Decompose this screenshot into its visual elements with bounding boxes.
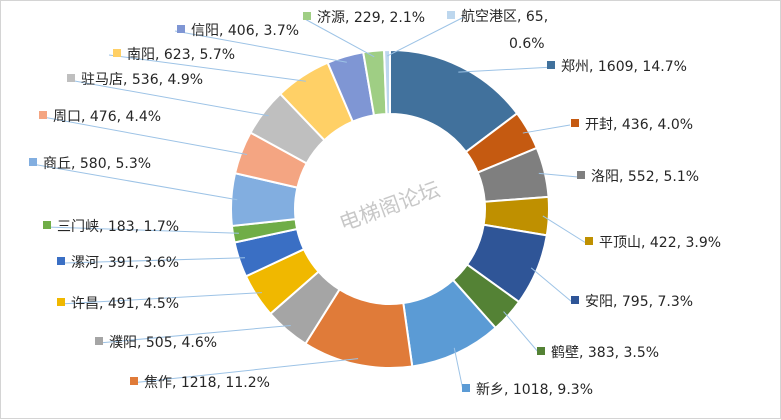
leader-line-开封 xyxy=(522,124,571,134)
leader-lines-group xyxy=(31,16,587,391)
data-label-航空港区: 航空港区, 65, xyxy=(461,9,548,25)
label-marker-南阳 xyxy=(113,49,121,57)
leader-line-南阳 xyxy=(108,54,306,82)
leader-line-航空港区 xyxy=(386,16,465,57)
data-label-平顶山: 平顶山, 422, 3.9% xyxy=(599,235,721,251)
leader-line-周口 xyxy=(42,116,248,156)
data-label-许昌: 许昌, 491, 4.5% xyxy=(71,296,179,312)
label-marker-济源 xyxy=(303,12,311,20)
label-marker-洛阳 xyxy=(577,171,585,179)
label-marker-焦作 xyxy=(130,377,138,385)
label-marker-鹤壁 xyxy=(537,347,545,355)
leader-line-许昌 xyxy=(59,292,262,305)
leader-line-驻马店 xyxy=(68,79,269,117)
label-marker-开封 xyxy=(571,119,579,127)
label-marker-航空港区 xyxy=(447,11,455,19)
data-label-济源: 济源, 229, 2.1% xyxy=(317,10,425,26)
label-marker-商丘 xyxy=(29,158,37,166)
data-label-洛阳: 洛阳, 552, 5.1% xyxy=(591,169,699,185)
data-label-周口: 周口, 476, 4.4% xyxy=(53,109,161,125)
data-label-新乡: 新乡, 1018, 9.3% xyxy=(476,382,593,398)
data-label-航空港区-percent: 0.6% xyxy=(509,36,545,52)
label-marker-平顶山 xyxy=(585,237,593,245)
label-marker-信阳 xyxy=(177,25,185,33)
data-label-三门峡: 三门峡, 183, 1.7% xyxy=(57,219,179,235)
slices-group xyxy=(230,48,550,369)
leader-line-焦作 xyxy=(130,358,359,384)
leader-line-济源 xyxy=(302,17,375,58)
leader-line-新乡 xyxy=(453,347,464,391)
data-label-濮阳: 濮阳, 505, 4.6% xyxy=(109,335,217,351)
label-marker-濮阳 xyxy=(95,337,103,345)
data-label-南阳: 南阳, 623, 5.7% xyxy=(127,47,235,63)
label-marker-郑州 xyxy=(547,61,555,69)
leader-line-三门峡 xyxy=(45,226,239,234)
label-marker-驻马店 xyxy=(67,74,75,82)
leader-line-平顶山 xyxy=(542,215,587,244)
label-marker-漯河 xyxy=(57,257,65,265)
label-marker-新乡 xyxy=(462,384,470,392)
watermark-text: 电梯阁论坛 xyxy=(336,177,443,235)
data-label-信阳: 信阳, 406, 3.7% xyxy=(191,23,299,39)
data-label-焦作: 焦作, 1218, 11.2% xyxy=(144,375,270,391)
data-label-驻马店: 驻马店, 536, 4.9% xyxy=(81,72,203,88)
leader-line-信阳 xyxy=(174,30,347,63)
leader-line-濮阳 xyxy=(98,324,291,344)
leader-line-安阳 xyxy=(530,267,573,303)
data-label-安阳: 安阳, 795, 7.3% xyxy=(585,294,693,310)
leader-line-商丘 xyxy=(31,163,238,201)
data-label-鹤壁: 鹤壁, 383, 3.5% xyxy=(551,345,659,361)
leader-line-漯河 xyxy=(63,257,246,264)
leader-line-洛阳 xyxy=(538,172,579,178)
label-marker-周口 xyxy=(39,111,47,119)
leader-line-鹤壁 xyxy=(503,311,540,354)
label-marker-许昌 xyxy=(57,298,65,306)
label-marker-安阳 xyxy=(571,296,579,304)
data-labels-group: 郑州, 1609, 14.7% 开封, 436, 4.0% 洛阳, 552, 5.1… xyxy=(29,9,721,398)
slice-航空港区 xyxy=(383,48,391,116)
data-label-漯河: 漯河, 391, 3.6% xyxy=(71,255,179,271)
data-label-开封: 开封, 436, 4.0% xyxy=(585,117,693,133)
leader-line-郑州 xyxy=(458,66,555,73)
data-label-商丘: 商丘, 580, 5.3% xyxy=(43,156,151,172)
data-label-郑州: 郑州, 1609, 14.7% xyxy=(561,59,687,75)
label-marker-三门峡 xyxy=(43,221,51,229)
